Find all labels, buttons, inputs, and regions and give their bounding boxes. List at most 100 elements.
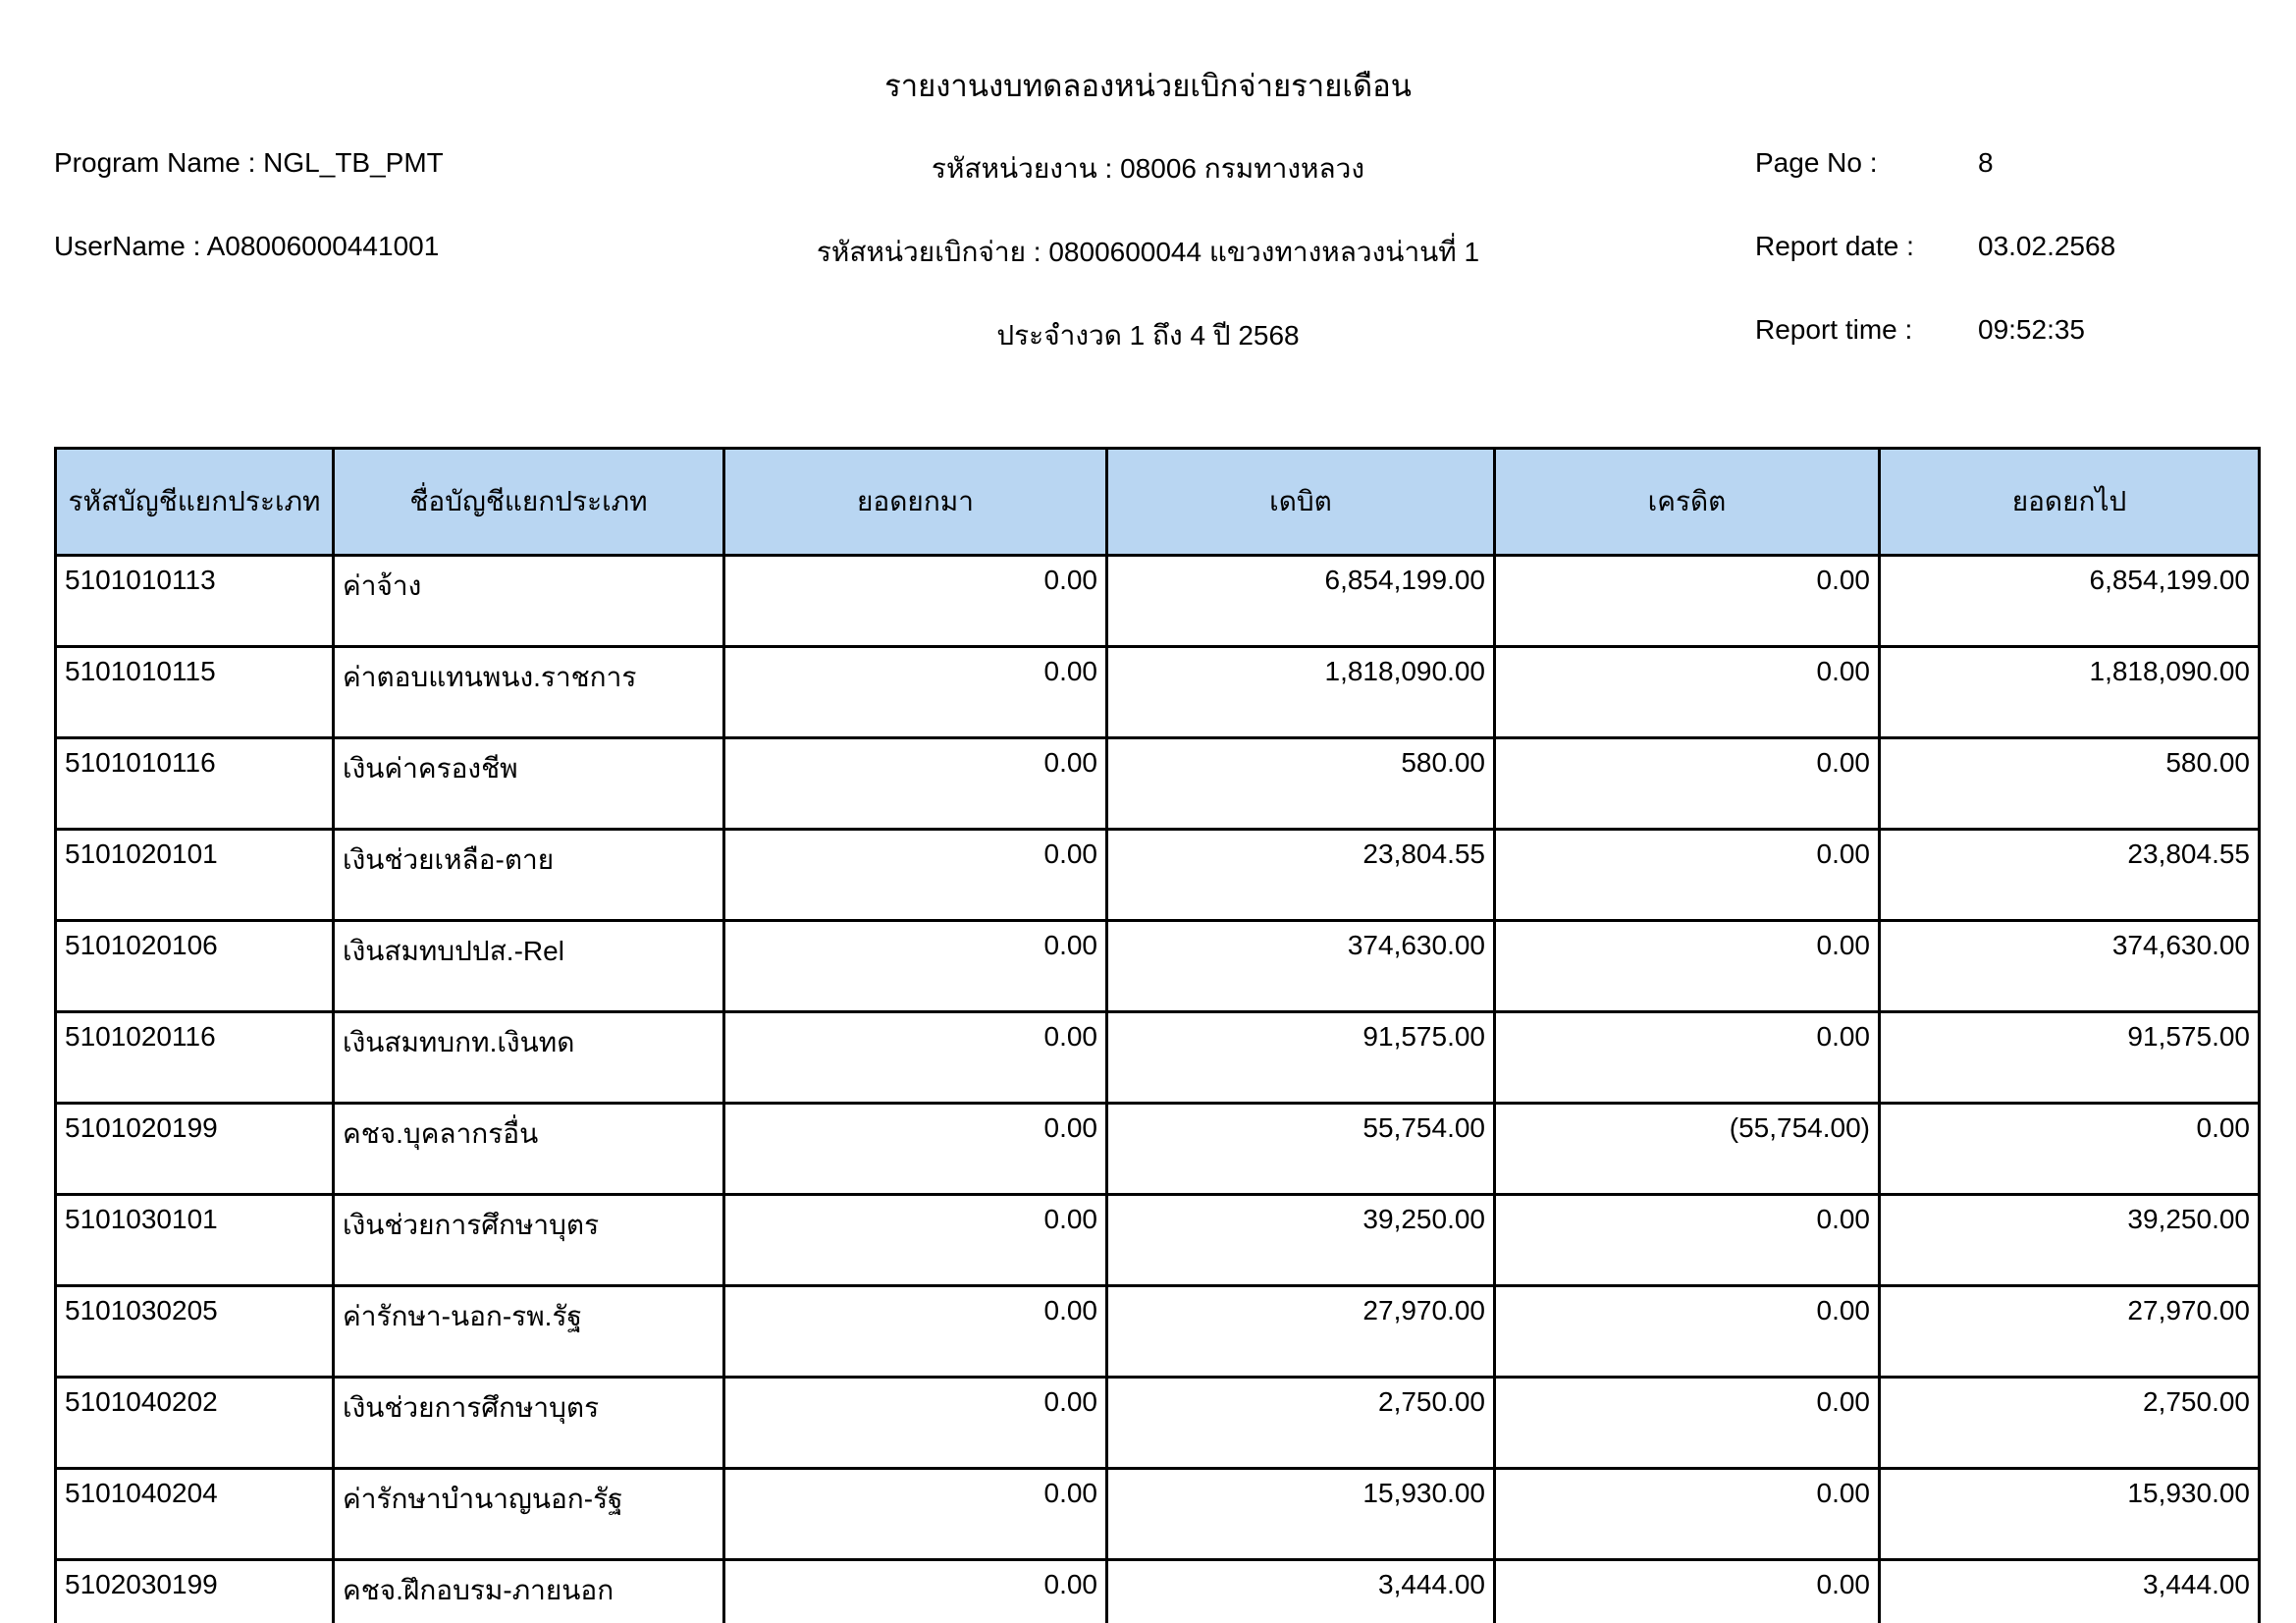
- table-row: 5101010116 เงินค่าครองชีพ 0.00 580.00 0.00 58…: [54, 736, 2261, 831]
- cell-account-code: 5101020101: [54, 828, 335, 922]
- cell-account-name: เงินช่วยการศึกษาบุตร: [332, 1193, 725, 1287]
- cell-credit: 0.00: [1493, 645, 1881, 739]
- cell-account-name: ค่าตอบแทนพนง.ราชการ: [332, 645, 725, 739]
- cell-debit: 2,750.00: [1105, 1376, 1496, 1470]
- cell-debit: 23,804.55: [1105, 828, 1496, 922]
- table-row: 5101020106 เงินสมทบปปส.-Rel 0.00 374,630.00…: [54, 919, 2261, 1013]
- table-row: 5101040204 ค่ารักษาบำนาญนอก-รัฐ 0.00 15,930…: [54, 1467, 2261, 1561]
- column-header-debit: เดบิต: [1105, 447, 1496, 557]
- column-header-account-name: ชื่อบัญชีแยกประเภท: [332, 447, 725, 557]
- cell-account-code: 5101030205: [54, 1284, 335, 1379]
- cell-debit: 91,575.00: [1105, 1010, 1496, 1105]
- cell-account-code: 5101010113: [54, 554, 335, 648]
- cell-credit: 0.00: [1493, 919, 1881, 1013]
- cell-debit: 55,754.00: [1105, 1102, 1496, 1196]
- cell-account-code: 5101040204: [54, 1467, 335, 1561]
- cell-balance-carried-forward: 27,970.00: [1878, 1284, 2261, 1379]
- column-header-balance-carried-forward: ยอดยกไป: [1878, 447, 2261, 557]
- program-name-label: Program Name :: [54, 147, 264, 178]
- cell-account-code: 5101040202: [54, 1376, 335, 1470]
- table-row: 5101010115 ค่าตอบแทนพนง.ราชการ 0.00 1,818,0…: [54, 645, 2261, 739]
- cell-balance-carried-forward: 1,818,090.00: [1878, 645, 2261, 739]
- table-row: 5101010113 ค่าจ้าง 0.00 6,854,199.00 0.00 6,8…: [54, 554, 2261, 648]
- program-name-value: NGL_TB_PMT: [263, 147, 444, 178]
- cell-debit: 39,250.00: [1105, 1193, 1496, 1287]
- cell-balance-carried-forward: 374,630.00: [1878, 919, 2261, 1013]
- username-line: UserName : A08006000441001: [54, 231, 439, 262]
- page-no-value: 8: [1978, 147, 1994, 178]
- cell-credit: 0.00: [1493, 1010, 1881, 1105]
- cell-debit: 3,444.00: [1105, 1558, 1496, 1623]
- cell-account-name: เงินสมทบกท.เงินทด: [332, 1010, 725, 1105]
- report-date-label: Report date :: [1755, 231, 1914, 261]
- page-title: รายงานงบทดลองหน่วยเบิกจ่ายรายเดือน: [884, 69, 1412, 103]
- cell-balance-carried-forward: 23,804.55: [1878, 828, 2261, 922]
- program-name-line: Program Name : NGL_TB_PMT: [54, 147, 444, 179]
- column-header-balance-brought-forward: ยอดยกมา: [722, 447, 1108, 557]
- cell-credit: 0.00: [1493, 1284, 1881, 1379]
- table-row: 5101030101 เงินช่วยการศึกษาบุตร 0.00 39,250…: [54, 1193, 2261, 1287]
- cell-balance-brought-forward: 0.00: [722, 736, 1108, 831]
- cell-credit: 0.00: [1493, 828, 1881, 922]
- cell-balance-brought-forward: 0.00: [722, 1010, 1108, 1105]
- report-time-value: 09:52:35: [1978, 314, 2085, 345]
- cell-credit: 0.00: [1493, 1558, 1881, 1623]
- cell-credit: 0.00: [1493, 1376, 1881, 1470]
- cell-account-name: เงินสมทบปปส.-Rel: [332, 919, 725, 1013]
- report-time-label: Report time :: [1755, 314, 1913, 345]
- cell-account-code: 5101020106: [54, 919, 335, 1013]
- cell-balance-carried-forward: 39,250.00: [1878, 1193, 2261, 1287]
- cell-balance-carried-forward: 580.00: [1878, 736, 2261, 831]
- cell-balance-brought-forward: 0.00: [722, 1193, 1108, 1287]
- cell-balance-brought-forward: 0.00: [722, 1284, 1108, 1379]
- cell-account-name: ค่ารักษาบำนาญนอก-รัฐ: [332, 1467, 725, 1561]
- cell-balance-carried-forward: 0.00: [1878, 1102, 2261, 1196]
- username-label: UserName :: [54, 231, 207, 261]
- cell-credit: 0.00: [1493, 1193, 1881, 1287]
- period-line: ประจำงวด 1 ถึง 4 ปี 2568: [996, 320, 1300, 351]
- cell-balance-brought-forward: 0.00: [722, 828, 1108, 922]
- cell-account-name: ค่าจ้าง: [332, 554, 725, 648]
- cell-balance-brought-forward: 0.00: [722, 1558, 1108, 1623]
- disbursement-unit-line: รหัสหน่วยเบิกจ่าย : 0800600044 แขวงทางหล…: [816, 237, 1480, 267]
- cell-credit: 0.00: [1493, 736, 1881, 831]
- agency-code-line: รหัสหน่วยงาน : 08006 กรมทางหลวง: [931, 153, 1365, 184]
- report-date-value: 03.02.2568: [1978, 231, 2116, 261]
- cell-balance-carried-forward: 91,575.00: [1878, 1010, 2261, 1105]
- cell-balance-brought-forward: 0.00: [722, 554, 1108, 648]
- cell-account-code: 5101030101: [54, 1193, 335, 1287]
- cell-debit: 374,630.00: [1105, 919, 1496, 1013]
- table-row: 5101020101 เงินช่วยเหลือ-ตาย 0.00 23,804.55…: [54, 828, 2261, 922]
- trial-balance-table: รหัสบัญชีแยกประเภท ชื่อบัญชีแยกประเภท ยอ…: [54, 447, 2261, 1623]
- cell-account-name: คชจ.ฝึกอบรม-ภายนอก: [332, 1558, 725, 1623]
- cell-credit: (55,754.00): [1493, 1102, 1881, 1196]
- cell-balance-carried-forward: 15,930.00: [1878, 1467, 2261, 1561]
- cell-balance-brought-forward: 0.00: [722, 919, 1108, 1013]
- username-value: A08006000441001: [206, 231, 440, 261]
- table-row: 5101020199 คชจ.บุคลากรอื่น 0.00 55,754.00 (5…: [54, 1102, 2261, 1196]
- cell-balance-brought-forward: 0.00: [722, 1467, 1108, 1561]
- cell-account-code: 5101020199: [54, 1102, 335, 1196]
- cell-account-name: เงินช่วยเหลือ-ตาย: [332, 828, 725, 922]
- cell-balance-carried-forward: 2,750.00: [1878, 1376, 2261, 1470]
- page-no-label: Page No :: [1755, 147, 1878, 178]
- table-body: 5101010113 ค่าจ้าง 0.00 6,854,199.00 0.00 6,8…: [54, 554, 2261, 1623]
- cell-credit: 0.00: [1493, 554, 1881, 648]
- cell-debit: 1,818,090.00: [1105, 645, 1496, 739]
- cell-account-name: เงินค่าครองชีพ: [332, 736, 725, 831]
- column-header-account-code: รหัสบัญชีแยกประเภท: [54, 447, 335, 557]
- cell-account-code: 5101010116: [54, 736, 335, 831]
- table-header-row: รหัสบัญชีแยกประเภท ชื่อบัญชีแยกประเภท ยอ…: [54, 447, 2261, 557]
- cell-balance-carried-forward: 6,854,199.00: [1878, 554, 2261, 648]
- cell-balance-brought-forward: 0.00: [722, 645, 1108, 739]
- cell-debit: 15,930.00: [1105, 1467, 1496, 1561]
- cell-credit: 0.00: [1493, 1467, 1881, 1561]
- cell-account-code: 5102030199: [54, 1558, 335, 1623]
- column-header-credit: เครดิต: [1493, 447, 1881, 557]
- table-row: 5101040202 เงินช่วยการศึกษาบุตร 0.00 2,750.…: [54, 1376, 2261, 1470]
- cell-debit: 580.00: [1105, 736, 1496, 831]
- table-row: 5102030199 คชจ.ฝึกอบรม-ภายนอก 0.00 3,444.00…: [54, 1558, 2261, 1623]
- cell-account-name: คชจ.บุคลากรอื่น: [332, 1102, 725, 1196]
- cell-balance-brought-forward: 0.00: [722, 1376, 1108, 1470]
